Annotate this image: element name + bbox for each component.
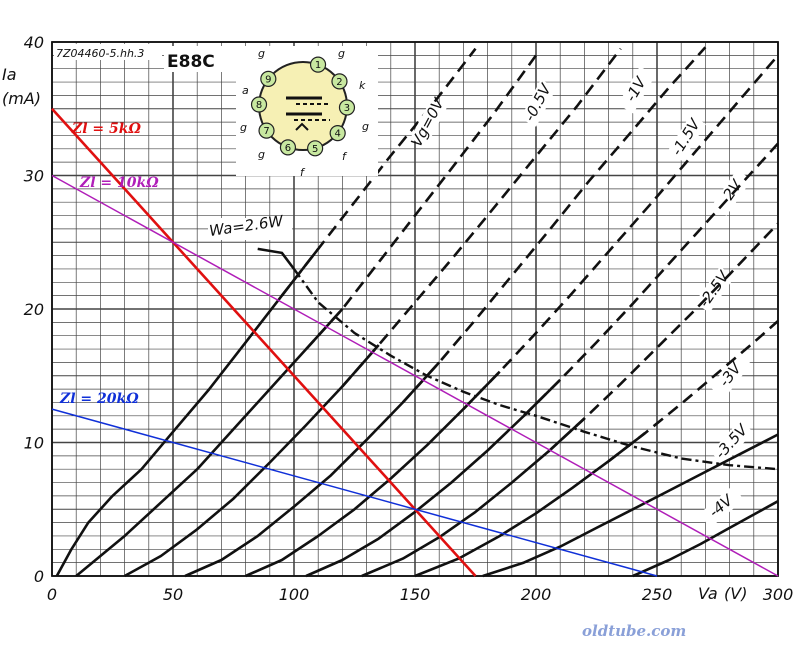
dissipation-curve-dashdot — [293, 268, 779, 471]
anode-curve-solid — [245, 370, 501, 578]
curve-label-bg — [667, 114, 706, 162]
x-axis-unit: (V) — [724, 584, 747, 603]
load-line-label: Zl = 5kΩ — [71, 121, 141, 137]
y-tick-label: 10 — [24, 434, 44, 453]
load-line-label: Zl = 10kΩ — [79, 175, 159, 191]
x-tick-label: 300 — [763, 585, 794, 604]
pin-label-f-bottom: f — [300, 166, 306, 179]
axis-ticks: 0 50 100 150 200 250 300 0 10 20 30 40 — [24, 33, 794, 604]
curve-label-bg — [710, 352, 752, 399]
pin-number: 6 — [285, 143, 291, 154]
anode-curve-dashed — [280, 47, 477, 297]
dissipation-label-bg — [208, 218, 292, 240]
pin-circle — [307, 140, 324, 157]
pin-circle — [331, 73, 348, 90]
anode-curve-dashed — [305, 54, 538, 350]
pin-label-g-top-left: g — [258, 47, 265, 60]
pin-circle — [250, 96, 268, 113]
anode-curve-solid — [305, 378, 562, 578]
pin-label-g-right: g — [362, 120, 369, 133]
y-tick-label: 0 — [34, 567, 44, 586]
tube-pinout-diagram: 1 2 3 4 5 6 7 8 9 g g a k g g g f f — [236, 46, 378, 179]
load-line — [51, 107, 477, 577]
pin-circle — [260, 70, 277, 88]
anode-curve-dashed — [341, 47, 622, 388]
load-line-label: Zl = 20kΩ — [59, 391, 139, 407]
pin-number: 7 — [263, 126, 269, 137]
chart-grid — [51, 41, 779, 577]
reference-code: 7Z04460-5.hh.3 — [56, 47, 144, 60]
anode-curve-solid — [414, 432, 646, 578]
load-line — [51, 174, 779, 577]
curve-label-bg — [410, 99, 447, 147]
pin-number: 5 — [312, 144, 318, 155]
pin-number: 2 — [336, 77, 342, 88]
anode-curve-solid — [184, 361, 441, 578]
pinout-pins: 1 2 3 4 5 6 7 8 9 — [250, 56, 356, 157]
x-tick-label: 150 — [400, 585, 431, 604]
title-box — [164, 46, 236, 72]
x-tick-label: 0 — [47, 585, 57, 604]
y-tick-label: 30 — [24, 167, 44, 186]
x-tick-label: 50 — [163, 585, 183, 604]
anode-curve-dashed — [462, 54, 779, 411]
anode-curve-solid — [123, 344, 380, 578]
pin-label-g-left: g — [240, 121, 247, 134]
chart-title: E88C — [167, 52, 215, 72]
pin-label-f-right: f — [342, 150, 348, 163]
dissipation-curve: Wa=2.6W — [208, 212, 779, 471]
dissipation-curve-solid — [257, 247, 296, 270]
curve-label-bg — [710, 419, 754, 465]
pin-number: 8 — [256, 100, 262, 111]
x-tick-label: 200 — [521, 585, 552, 604]
y-axis-unit: (mA) — [2, 89, 41, 108]
anode-curves: Vg=0V -0.5V -1V-1.5V-2V-2.5V-3V-3.5V-4V — [55, 46, 779, 578]
curve-label-bg — [520, 79, 557, 127]
anode-curve-dashed — [607, 320, 779, 463]
pin-number: 3 — [344, 103, 350, 114]
anode-curve-solid — [482, 433, 779, 578]
reference-box — [54, 44, 162, 60]
curve-label-bg — [698, 485, 745, 528]
y-tick-label: 40 — [24, 33, 44, 52]
x-axis-symbol: Va — [698, 584, 718, 603]
pin-label-a: a — [242, 84, 249, 97]
pin-number: 1 — [315, 60, 321, 71]
load-lines: Zl = 5kΩ Zl = 10kΩ Zl = 20kΩ — [51, 107, 779, 577]
pin-circle — [309, 56, 327, 73]
pin-circle — [279, 139, 297, 156]
anode-curve-dashed — [547, 222, 779, 453]
site-watermark: oldtube.com — [582, 622, 686, 640]
pin-circle — [329, 124, 346, 142]
pin-number: 9 — [265, 74, 271, 85]
pin-label-g-bottom-left: g — [258, 148, 265, 161]
pin-label-k: k — [359, 79, 366, 92]
anode-curve-solid — [55, 248, 320, 577]
anode-curve-dashed — [522, 142, 779, 417]
pin-circle — [338, 99, 356, 116]
pin-circle — [258, 122, 275, 139]
anode-curve-solid — [75, 308, 344, 578]
pin-number: 4 — [334, 129, 340, 140]
load-line — [51, 408, 658, 577]
y-axis-symbol: Ia — [2, 65, 17, 84]
anode-curve-solid — [632, 500, 779, 578]
x-tick-label: 250 — [642, 585, 673, 604]
pin-label-g-top-right: g — [338, 47, 345, 60]
curve-label-bg — [617, 66, 656, 114]
x-tick-label: 100 — [279, 585, 310, 604]
y-tick-label: 20 — [24, 300, 44, 319]
